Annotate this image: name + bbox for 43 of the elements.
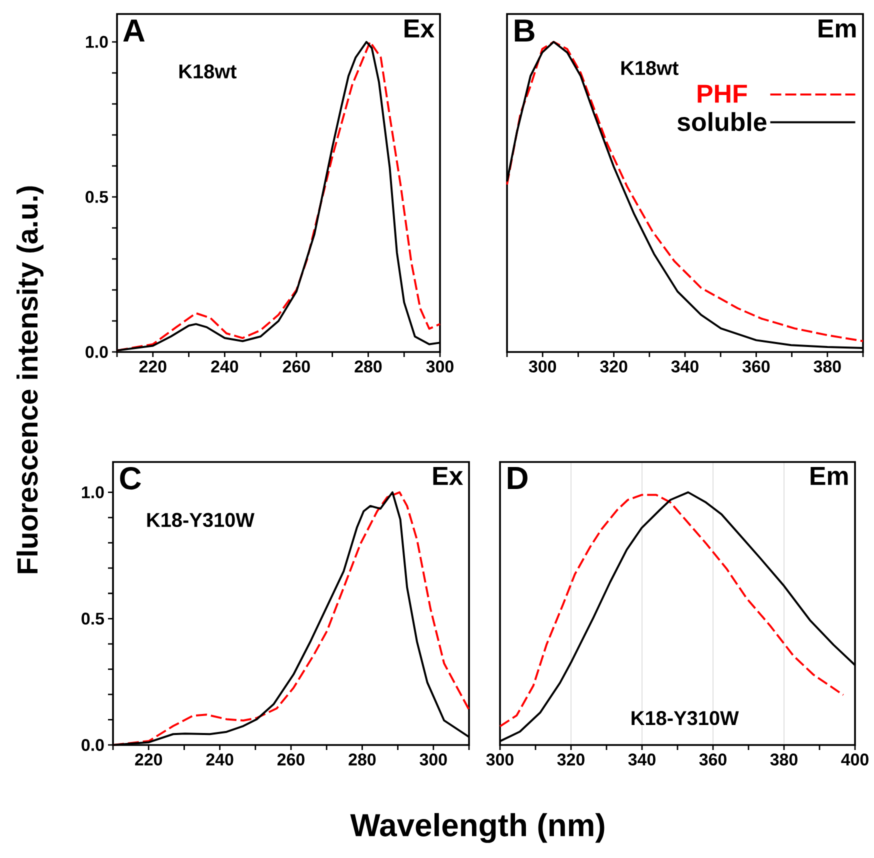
annotation: A	[123, 20, 145, 42]
annotation: B	[514, 20, 534, 42]
annotation: K18wt	[621, 61, 678, 76]
x-tick-label: 360	[742, 360, 770, 373]
y-tick-label: 0.5	[82, 612, 104, 625]
x-tick-label: 340	[628, 754, 656, 766]
x-tick-label: 260	[277, 754, 304, 766]
x-tick-label: 220	[139, 360, 166, 372]
annotation: Em	[818, 20, 856, 38]
annotation: K18-Y310W	[632, 711, 739, 726]
annotation: K18-Y310W	[147, 512, 254, 528]
legend-label: PHF	[698, 84, 747, 103]
x-tick-label: 400	[841, 754, 868, 766]
x-tick-label: 240	[206, 754, 234, 766]
x-tick-label: 220	[135, 754, 162, 766]
x-axis-title: Wavelength (nm)	[350, 813, 604, 843]
x-tick-label: 300	[420, 754, 447, 766]
annotation: Ex	[404, 20, 434, 38]
x-tick-label: 300	[528, 360, 556, 373]
annotation: K18wt	[179, 64, 237, 78]
x-tick-label: 280	[348, 754, 376, 766]
x-tick-label: 380	[770, 754, 798, 766]
annotation: Em	[810, 467, 848, 485]
y-tick-label: 1.0	[82, 486, 104, 498]
x-tick-label: 360	[699, 754, 726, 766]
x-tick-label: 320	[600, 360, 628, 373]
y-tick-label: 0.0	[86, 346, 108, 358]
x-tick-label: 300	[486, 754, 514, 766]
x-tick-label: 340	[671, 360, 698, 373]
annotation: D	[508, 467, 528, 489]
y-tick-label: 1.0	[86, 36, 108, 48]
legend-label: soluble	[678, 112, 766, 132]
y-tick-label: 0.5	[86, 190, 108, 203]
x-tick-label: 280	[354, 360, 382, 372]
x-tick-label: 300	[426, 360, 454, 373]
annotation: Ex	[433, 467, 464, 485]
annotation: C	[120, 467, 141, 490]
x-tick-label: 240	[211, 360, 238, 372]
x-tick-label: 260	[282, 360, 310, 372]
x-tick-label: 380	[814, 360, 841, 373]
y-axis-title: Fluorescence intensity (a.u.)	[16, 186, 44, 574]
x-tick-label: 320	[557, 754, 584, 766]
y-tick-label: 0.0	[82, 738, 104, 751]
